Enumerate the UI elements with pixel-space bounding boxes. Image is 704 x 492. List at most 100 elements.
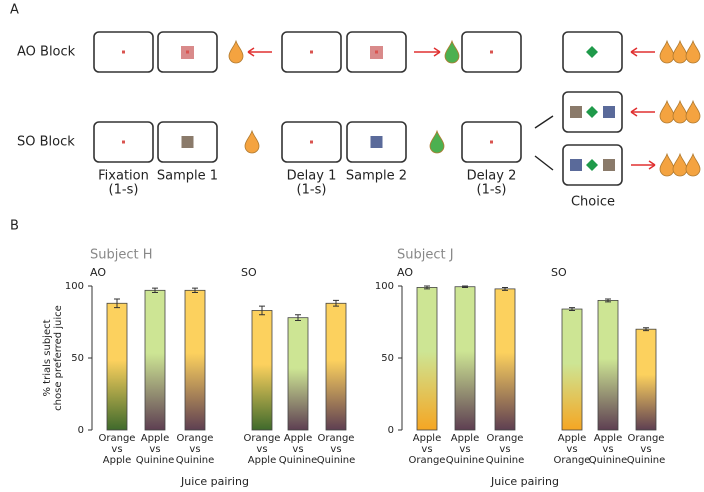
x-tick-label: vs bbox=[499, 444, 510, 455]
x-tick-label: Orange bbox=[318, 433, 355, 444]
x-tick-label: Quinine bbox=[136, 455, 175, 466]
y-axis-label: % trials subject bbox=[42, 319, 53, 396]
diamond bbox=[586, 106, 598, 118]
error-bar bbox=[259, 305, 265, 316]
x-tick-label: Apple bbox=[451, 433, 479, 444]
y-tick-label: 0 bbox=[78, 425, 84, 436]
x-tick-label: Quinine bbox=[589, 455, 628, 466]
bar bbox=[106, 302, 128, 431]
error-bar bbox=[569, 307, 575, 311]
x-tick-label: Orange bbox=[487, 433, 524, 444]
x-tick-label: Quinine bbox=[486, 455, 525, 466]
panel-label: B bbox=[10, 219, 19, 234]
row-label: SO Block bbox=[17, 135, 75, 150]
y-tick-label: 50 bbox=[71, 353, 84, 364]
bar bbox=[597, 299, 619, 431]
stimulus bbox=[603, 106, 615, 118]
stage-label: Sample 1 bbox=[157, 169, 218, 184]
juice-drop bbox=[659, 152, 675, 177]
x-tick-label: Orange bbox=[628, 433, 665, 444]
stimulus bbox=[570, 106, 582, 118]
stage-label: Sample 2 bbox=[346, 169, 407, 184]
stage-duration: (1-s) bbox=[109, 183, 139, 198]
bar bbox=[184, 289, 206, 431]
x-tick-label: Apple bbox=[558, 433, 586, 444]
bar bbox=[561, 308, 583, 431]
x-axis-label: Juice pairing bbox=[180, 475, 249, 488]
error-bar bbox=[114, 298, 120, 309]
juice-drop bbox=[244, 129, 260, 154]
x-tick-label: Orange bbox=[99, 433, 136, 444]
x-tick-label: vs bbox=[566, 444, 577, 455]
group-label: AO bbox=[397, 266, 413, 279]
group-label: SO bbox=[551, 266, 567, 279]
arrow-head bbox=[630, 107, 638, 117]
chart-title: Subject H bbox=[90, 248, 153, 263]
juice-drop bbox=[685, 152, 701, 177]
fixation-dot bbox=[490, 50, 493, 54]
panel-label: A bbox=[10, 3, 19, 18]
error-bar bbox=[295, 314, 301, 322]
error-bar bbox=[333, 299, 339, 307]
stimulus bbox=[603, 159, 615, 171]
x-tick-label: Orange bbox=[244, 433, 281, 444]
x-tick-label: vs bbox=[189, 444, 200, 455]
group-label: AO bbox=[90, 266, 106, 279]
error-bar bbox=[643, 327, 649, 332]
x-tick-label: Quinine bbox=[317, 455, 356, 466]
error-bar bbox=[424, 285, 430, 290]
stimulus bbox=[370, 136, 383, 148]
x-tick-label: Apple bbox=[594, 433, 622, 444]
bar bbox=[144, 289, 166, 431]
x-tick-label: Apple bbox=[413, 433, 441, 444]
arrow-head bbox=[648, 160, 656, 170]
juice-drop bbox=[659, 99, 675, 124]
x-tick-label: Apple bbox=[103, 455, 131, 466]
stimulus bbox=[570, 159, 582, 171]
y-tick-label: 100 bbox=[65, 281, 84, 292]
stage-label: Fixation bbox=[98, 169, 149, 184]
bar bbox=[325, 302, 347, 431]
juice-drop bbox=[672, 39, 688, 64]
juice-drop bbox=[685, 39, 701, 64]
arrow-head bbox=[247, 47, 255, 57]
bar bbox=[494, 288, 516, 431]
y-axis-label: chose preferred juice bbox=[53, 305, 64, 411]
bar bbox=[416, 287, 438, 431]
y-tick-label: 50 bbox=[381, 353, 394, 364]
x-tick-label: vs bbox=[602, 444, 613, 455]
juice-drop bbox=[659, 39, 675, 64]
x-tick-label: Orange bbox=[409, 455, 446, 466]
bar bbox=[251, 310, 273, 431]
group-label: SO bbox=[241, 266, 257, 279]
x-tick-label: vs bbox=[330, 444, 341, 455]
arrow-head bbox=[433, 47, 441, 57]
error-bar bbox=[462, 285, 468, 288]
x-tick-label: Apple bbox=[248, 455, 276, 466]
error-bar bbox=[192, 287, 198, 293]
x-tick-label: vs bbox=[111, 444, 122, 455]
bar bbox=[287, 317, 309, 431]
stage-label: Delay 2 bbox=[467, 169, 517, 184]
x-tick-label: Quinine bbox=[446, 455, 485, 466]
fixation-dot bbox=[122, 140, 125, 144]
juice-drop bbox=[444, 39, 460, 64]
stage-label: Choice bbox=[571, 195, 615, 210]
fixation-dot bbox=[490, 140, 493, 144]
bar bbox=[635, 328, 657, 431]
fixation-dot bbox=[310, 50, 313, 54]
juice-drop bbox=[672, 99, 688, 124]
fixation-dot bbox=[375, 50, 378, 54]
y-tick-label: 100 bbox=[375, 281, 394, 292]
x-tick-label: vs bbox=[421, 444, 432, 455]
bar bbox=[454, 286, 476, 431]
fixation-dot bbox=[310, 140, 313, 144]
x-tick-label: Quinine bbox=[627, 455, 666, 466]
x-axis-label: Juice pairing bbox=[490, 475, 559, 488]
x-tick-label: vs bbox=[149, 444, 160, 455]
stage-duration: (1-s) bbox=[297, 183, 327, 198]
error-bar bbox=[152, 287, 158, 293]
error-bar bbox=[605, 298, 611, 303]
x-tick-label: Apple bbox=[141, 433, 169, 444]
